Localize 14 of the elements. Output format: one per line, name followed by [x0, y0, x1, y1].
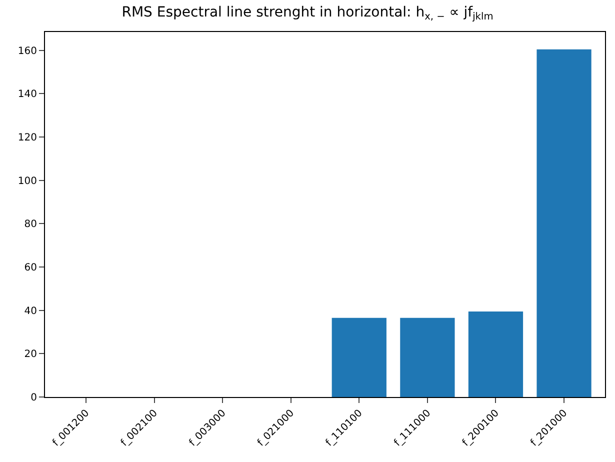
y-tick-label: 20 [24, 349, 37, 360]
y-tick-label: 160 [18, 46, 37, 57]
y-tick-label: 0 [30, 392, 37, 404]
y-tick-label: 120 [18, 132, 37, 144]
y-tick-label: 140 [18, 89, 37, 100]
y-tick-label: 60 [24, 262, 37, 274]
y-tick-label: 80 [24, 219, 37, 230]
y-tick-label: 40 [24, 306, 37, 317]
y-tick-label: 100 [18, 176, 37, 187]
bar [536, 49, 592, 397]
chart-title: RMS Espectral line strenght in horizontal: h$_{x, −}$ ∝ jf$_{jklm}$ [122, 4, 494, 23]
bar [468, 311, 524, 397]
bar [332, 318, 386, 397]
bar [400, 318, 455, 397]
